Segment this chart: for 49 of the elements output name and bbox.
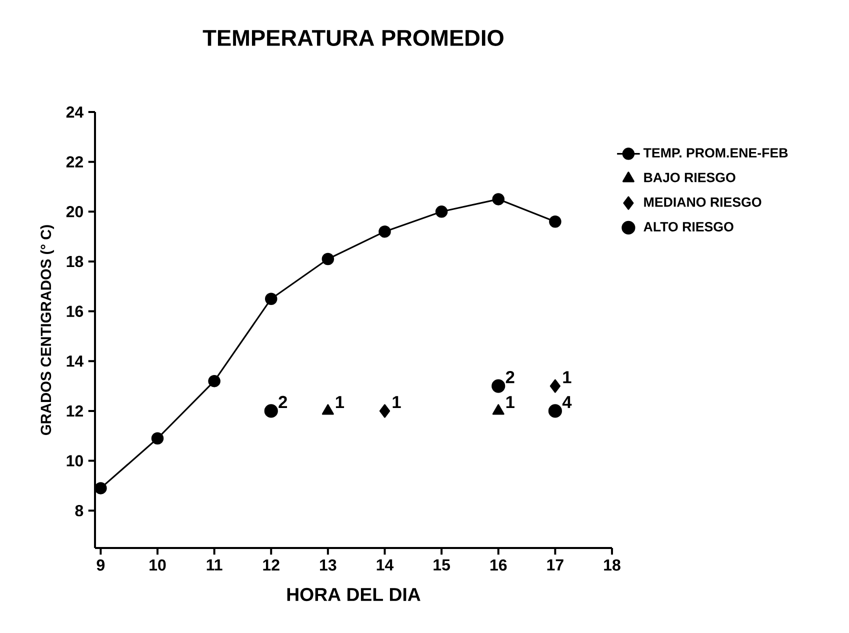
y-tick-label: 18 (66, 256, 84, 268)
point (379, 404, 390, 418)
annotation: 2 (278, 396, 288, 408)
legend-label: MEDIANO RIESGO (644, 197, 762, 207)
y-tick-label: 14 (66, 356, 84, 367)
point (264, 404, 278, 418)
x-tick-label: 11 (206, 559, 222, 570)
x-tick-label: 10 (150, 559, 166, 571)
y-tick-label: 22 (66, 156, 83, 168)
x-tick-label: 16 (490, 559, 507, 571)
chart-title: TEMPERATURA PROMEDIO (202, 30, 504, 46)
y-axis-title: GRADOS CENTIGRADOS (° C) (40, 225, 54, 435)
point (548, 404, 562, 418)
x-tick-label: 13 (320, 559, 336, 571)
point (492, 193, 504, 206)
x-tick-label: 15 (434, 559, 450, 571)
legend-label: ALTO RIESGO (644, 222, 734, 232)
y-tick-label: 8 (75, 504, 84, 516)
y-tick-label: 16 (66, 306, 84, 317)
x-tick-label: 9 (96, 559, 105, 571)
point (550, 379, 560, 393)
legend-label: BAJO RIESGO (644, 172, 736, 182)
point (549, 215, 562, 228)
x-axis-title: HORA DEL DIA (287, 588, 420, 602)
point (322, 404, 334, 415)
point (264, 292, 278, 305)
y-tick-label: 20 (66, 206, 83, 218)
point (378, 225, 391, 238)
y-tick-label: 24 (66, 106, 84, 118)
y-tick-label: 12 (66, 405, 83, 417)
point (151, 432, 164, 445)
point (208, 374, 220, 388)
annotation: 1 (506, 396, 514, 408)
x-tick-label: 12 (263, 559, 280, 571)
annotation: 4 (562, 396, 572, 408)
annotation: 1 (392, 396, 401, 408)
point (94, 482, 107, 494)
point (322, 252, 334, 266)
annotation: 2 (506, 371, 514, 384)
y-tick-label: 10 (66, 455, 83, 466)
point (492, 404, 504, 415)
annotation: 1 (563, 371, 572, 384)
point (492, 379, 506, 393)
x-tick-label: 17 (547, 559, 564, 570)
x-tick-label: 14 (376, 559, 394, 570)
x-tick-label: 18 (604, 559, 620, 571)
legend-label: TEMP. PROM.ENE-FEB (643, 148, 788, 158)
annotation: 1 (336, 396, 344, 408)
point (435, 206, 448, 218)
